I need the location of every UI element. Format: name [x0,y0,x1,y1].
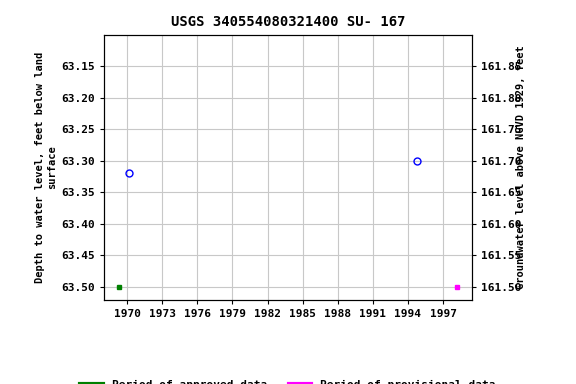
Y-axis label: Depth to water level, feet below land
surface: Depth to water level, feet below land su… [35,51,56,283]
Y-axis label: Groundwater level above NGVD 1929, feet: Groundwater level above NGVD 1929, feet [516,45,526,289]
Title: USGS 340554080321400 SU- 167: USGS 340554080321400 SU- 167 [170,15,406,29]
Legend: Period of approved data, Period of provisional data: Period of approved data, Period of provi… [76,376,500,384]
